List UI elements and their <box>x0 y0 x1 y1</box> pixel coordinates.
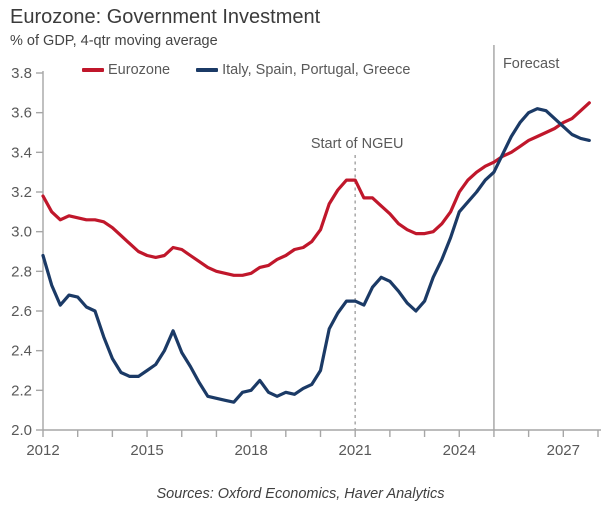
page-title: Eurozone: Government Investment <box>10 6 321 28</box>
svg-text:2.4: 2.4 <box>11 343 32 360</box>
svg-text:3.4: 3.4 <box>11 144 32 161</box>
svg-text:2.8: 2.8 <box>11 263 32 280</box>
svg-text:3.2: 3.2 <box>11 184 32 201</box>
svg-text:2012: 2012 <box>26 442 59 459</box>
chart-subtitle: % of GDP, 4-qtr moving average <box>10 33 218 49</box>
legend-label-eurozone: Eurozone <box>108 62 171 78</box>
svg-text:2015: 2015 <box>130 442 163 459</box>
svg-text:3.6: 3.6 <box>11 105 32 122</box>
eurozone-line-swatch <box>82 68 104 72</box>
periphery-line-swatch <box>196 68 219 72</box>
svg-text:2024: 2024 <box>443 442 476 459</box>
ngeu-annotation: Start of NGEU <box>311 136 404 152</box>
svg-text:2.2: 2.2 <box>11 382 32 399</box>
legend: Eurozone Italy, Spain, Portugal, Greece <box>82 62 410 78</box>
legend-item-eurozone: Eurozone <box>82 62 170 78</box>
svg-text:2018: 2018 <box>234 442 267 459</box>
legend-label-periphery: Italy, Spain, Portugal, Greece <box>222 62 411 78</box>
svg-text:2027: 2027 <box>547 442 580 459</box>
svg-text:3.0: 3.0 <box>11 224 32 241</box>
legend-item-periphery: Italy, Spain, Portugal, Greece <box>196 62 410 78</box>
forecast-annotation: Forecast <box>503 56 559 72</box>
svg-text:2021: 2021 <box>339 442 372 459</box>
svg-text:3.8: 3.8 <box>11 65 32 82</box>
svg-text:2.6: 2.6 <box>11 303 32 320</box>
svg-text:2.0: 2.0 <box>11 422 32 439</box>
source-note: Sources: Oxford Economics, Haver Analyti… <box>156 486 445 502</box>
